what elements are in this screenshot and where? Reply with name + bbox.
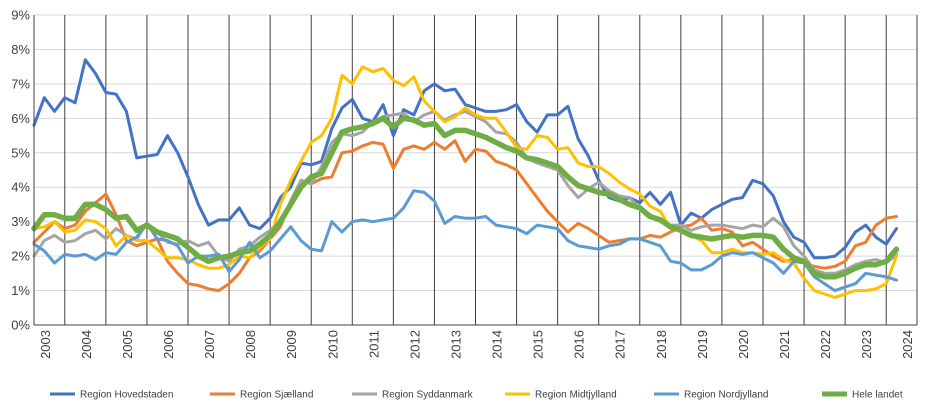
- series-lines: [31, 58, 900, 299]
- y-tick-label: 5%: [11, 145, 30, 160]
- x-tick-label: 2024: [900, 330, 915, 359]
- series-line-3: [32, 109, 898, 275]
- x-tick-label: 2005: [120, 330, 135, 359]
- y-tick-label: 0%: [11, 318, 30, 333]
- y-tick-label: 1%: [11, 283, 30, 298]
- y-tick-label: 4%: [11, 180, 30, 195]
- x-tick-label: 2010: [325, 330, 340, 359]
- legend-label-6: Hele landet: [852, 390, 903, 401]
- x-tick-label: 2019: [695, 330, 710, 359]
- x-tick-label: 2008: [243, 330, 258, 359]
- axes: [33, 15, 918, 326]
- legend-label-3: Region Syddanmark: [382, 390, 474, 401]
- x-tick-label: 2004: [79, 330, 94, 359]
- y-tick-label: 3%: [11, 214, 30, 229]
- y-axis-ticks: 0% 1% 2% 3% 4% 5% 6% 7% 8% 9%: [11, 8, 30, 333]
- legend-label-1: Region Hovedstaden: [80, 390, 173, 401]
- y-tick-label: 2%: [11, 249, 30, 264]
- y-tick-label: 8%: [11, 42, 30, 57]
- series-line-2: [32, 139, 898, 293]
- x-tick-label: 2017: [613, 330, 628, 359]
- x-tick-label: 2011: [366, 330, 381, 358]
- x-axis-ticks: 2003 2004 2005 2006 2007 2008 2009 2010 2011 2012…: [38, 330, 915, 359]
- x-tick-label: 2003: [38, 330, 53, 359]
- series-line-1: [32, 58, 898, 260]
- series-line-5: [32, 189, 898, 293]
- x-tick-label: 2022: [818, 330, 833, 359]
- x-tick-label: 2013: [448, 330, 463, 359]
- x-tick-label: 2006: [161, 330, 176, 359]
- x-tick-label: 2018: [654, 330, 669, 359]
- legend-label-2: Region Sjælland: [240, 390, 313, 401]
- x-tick-label: 2007: [202, 330, 217, 359]
- year-separators: [64, 15, 887, 325]
- x-tick-label: 2023: [859, 330, 874, 359]
- y-tick-label: 9%: [11, 8, 30, 23]
- x-tick-label: 2015: [531, 330, 546, 359]
- x-tick-label: 2020: [736, 330, 751, 359]
- legend-label-5: Region Nordjylland: [684, 390, 769, 401]
- x-tick-label: 2009: [284, 330, 299, 359]
- legend: Region Hovedstaden Region Sjælland Region …: [50, 390, 903, 401]
- x-tick-label: 2014: [490, 330, 505, 359]
- x-tick-label: 2016: [572, 330, 587, 359]
- series-line-6: [31, 115, 900, 280]
- series-line-4: [32, 65, 898, 299]
- y-tick-label: 6%: [11, 111, 30, 126]
- x-tick-label: 2021: [777, 330, 792, 359]
- legend-label-4: Region Midtjylland: [535, 390, 617, 401]
- y-tick-label: 7%: [11, 76, 30, 91]
- x-tick-label: 2012: [407, 330, 422, 359]
